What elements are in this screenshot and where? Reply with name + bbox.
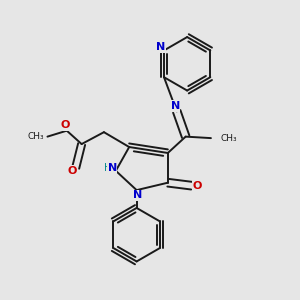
Text: N: N [156, 43, 165, 52]
Text: O: O [68, 166, 77, 176]
Text: H: H [104, 164, 111, 173]
Text: O: O [61, 120, 70, 130]
Text: N: N [134, 190, 143, 200]
Text: N: N [171, 101, 180, 111]
Text: CH₃: CH₃ [220, 134, 237, 142]
Text: CH₃: CH₃ [28, 132, 44, 141]
Text: N: N [108, 164, 117, 173]
Text: O: O [192, 181, 202, 191]
